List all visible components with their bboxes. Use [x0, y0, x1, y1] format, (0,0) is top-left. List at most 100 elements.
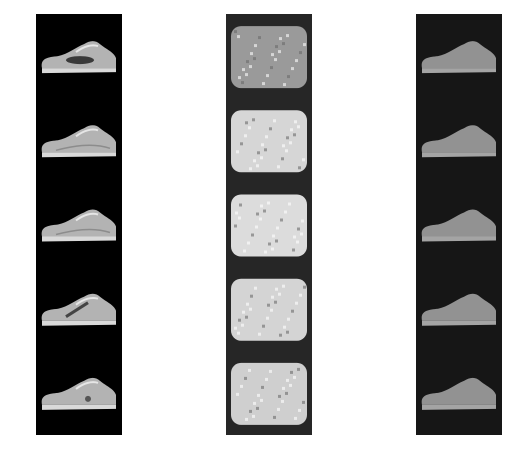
sneaker-logo-mark [85, 395, 91, 402]
noise-speck [291, 309, 294, 313]
sneaker-stripe [65, 301, 89, 318]
thumbnail-original-1 [41, 41, 116, 74]
sneaker-lace [75, 212, 99, 222]
noise-speck [284, 210, 287, 214]
thumbnail-noisy-reconstruction-5 [231, 362, 307, 425]
noise-speck [282, 42, 285, 46]
noise-speck [257, 151, 260, 155]
noise-speck [271, 53, 274, 57]
noise-speck [281, 399, 284, 403]
noise-speck [269, 369, 272, 373]
sneaker-sole [422, 68, 496, 74]
noise-speck [242, 68, 245, 72]
thumbnail-noisy-reconstruction-1 [231, 26, 307, 89]
noise-speck [275, 239, 278, 243]
noise-speck [235, 211, 238, 215]
noise-speck [236, 150, 239, 154]
thumbnail-original-5 [41, 377, 116, 410]
reconstruction-blob [231, 110, 307, 173]
sneaker-sole [422, 236, 496, 242]
noise-speck [289, 141, 292, 145]
noise-speck [270, 308, 273, 312]
sneaker-lace [75, 381, 99, 390]
noise-speck [254, 44, 257, 48]
noise-speck [275, 45, 278, 49]
noise-speck [248, 368, 251, 372]
sneaker-upper [41, 41, 116, 69]
noise-speck [259, 217, 262, 221]
noise-speck [295, 301, 298, 305]
noise-speck [303, 285, 306, 289]
noise-speck [290, 370, 293, 374]
noise-speck [286, 136, 289, 140]
noise-speck [282, 144, 285, 148]
image-strip-original [36, 14, 122, 435]
noise-speck [299, 51, 302, 55]
noise-speck [283, 83, 286, 87]
noise-speck [245, 73, 248, 77]
image-strip-denoised [416, 14, 502, 435]
reconstruction-blob [231, 362, 307, 425]
thumbnail-noisy-reconstruction-3 [231, 194, 307, 257]
reconstruction-blob [231, 194, 307, 257]
noise-speck [294, 416, 297, 420]
noise-speck [246, 60, 249, 64]
noise-speck [303, 43, 306, 47]
noise-speck [272, 234, 275, 238]
noise-speck [271, 295, 274, 299]
noise-speck [264, 148, 267, 152]
noise-speck [296, 240, 299, 244]
noise-speck [253, 159, 256, 163]
thumbnail-denoised-reconstruction-3 [421, 209, 496, 242]
noise-speck [288, 202, 291, 206]
noise-speck [295, 59, 298, 63]
noise-speck [286, 378, 289, 382]
noise-speck [280, 218, 283, 222]
image-strip-denoised-svg [416, 14, 502, 435]
noise-speck [298, 408, 301, 412]
noise-speck [263, 209, 266, 213]
noise-speck [239, 203, 242, 207]
noise-speck [275, 287, 278, 291]
noise-speck [293, 375, 296, 379]
noise-speck [262, 82, 265, 86]
thumbnail-denoised-reconstruction-1 [421, 41, 496, 74]
noise-speck [293, 235, 296, 239]
noise-speck [260, 156, 263, 160]
sneaker-upper [421, 41, 496, 69]
noise-speck [289, 383, 292, 387]
noise-speck [274, 300, 277, 304]
thumbnail-noisy-reconstruction-4 [231, 278, 307, 341]
noise-speck [299, 293, 302, 297]
sneaker-upper [41, 377, 116, 405]
noise-speck [278, 394, 281, 398]
sneaker-stripe [55, 144, 111, 152]
noise-speck [237, 35, 240, 39]
noise-speck [261, 143, 264, 147]
noise-speck [250, 294, 253, 298]
noise-speck [253, 57, 256, 61]
thumbnail-original-3 [41, 209, 116, 242]
noise-speck [265, 377, 268, 381]
noise-speck [249, 307, 252, 311]
noise-speck [291, 67, 294, 71]
image-strip-original-svg [36, 14, 122, 435]
noise-speck [282, 284, 285, 288]
noise-speck [264, 250, 267, 254]
noise-speck [269, 127, 272, 131]
thumbnail-original-4 [41, 293, 116, 326]
noise-speck [302, 158, 305, 162]
noise-speck [256, 406, 259, 410]
sneaker-stripe [55, 228, 111, 236]
noise-speck [237, 331, 240, 335]
noise-speck [267, 201, 270, 205]
noise-speck [277, 165, 280, 169]
noise-speck [294, 120, 297, 124]
noise-speck [253, 401, 256, 405]
noise-speck [268, 242, 271, 246]
noise-speck [277, 407, 280, 411]
noise-speck [297, 367, 300, 371]
noise-speck [255, 225, 258, 229]
noise-speck [279, 37, 282, 41]
noise-speck [261, 385, 264, 389]
